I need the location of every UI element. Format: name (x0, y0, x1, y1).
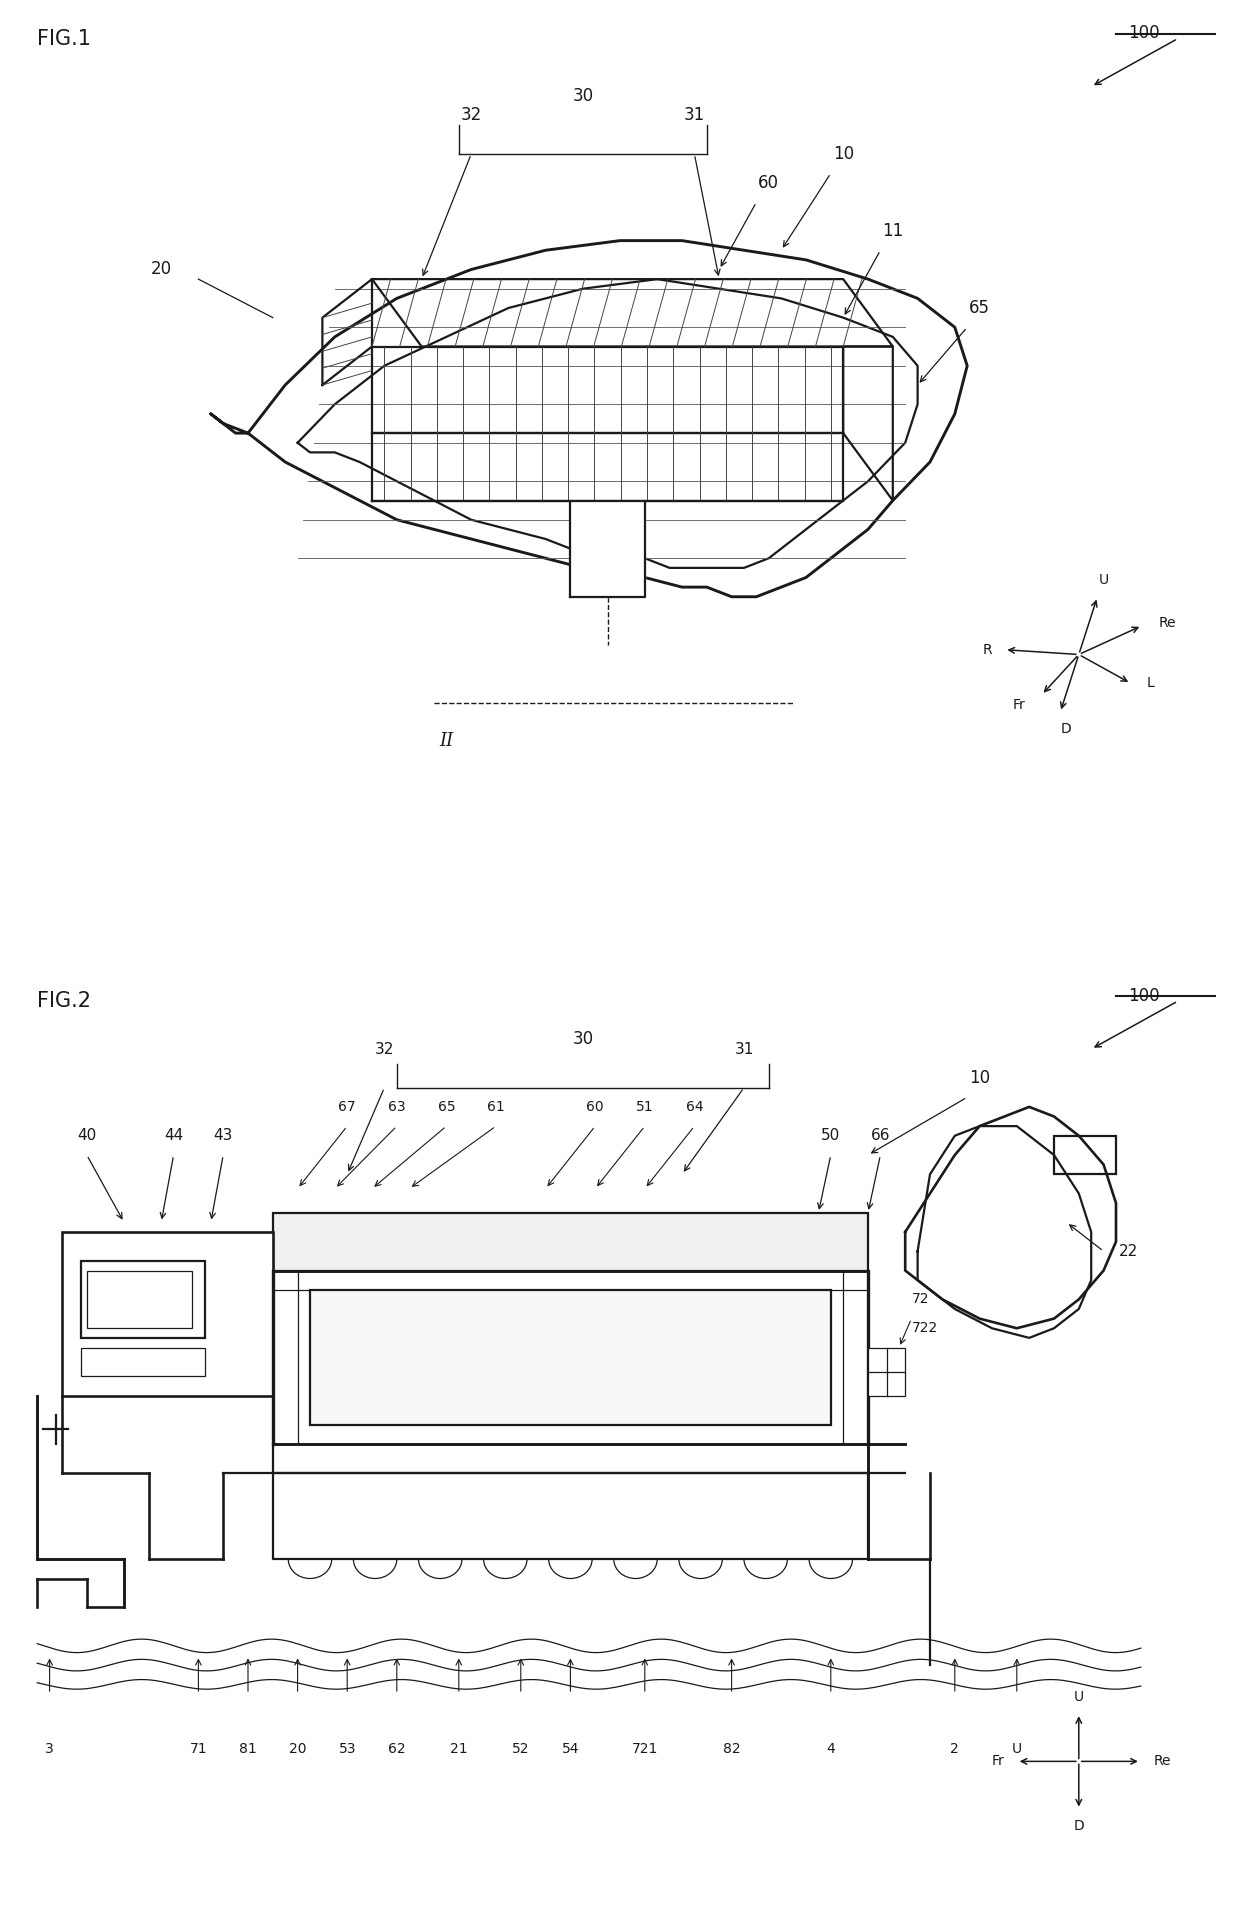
Text: Fr: Fr (1013, 699, 1025, 712)
Text: U: U (1074, 1690, 1084, 1704)
Text: 67: 67 (339, 1099, 356, 1115)
Text: Fr: Fr (992, 1754, 1004, 1769)
Text: 50: 50 (821, 1128, 841, 1143)
Bar (81, 1261, 205, 1338)
Text: 721: 721 (631, 1742, 658, 1756)
Text: 20: 20 (289, 1742, 306, 1756)
Text: 43: 43 (213, 1128, 233, 1143)
Bar (87, 1270, 192, 1328)
Text: Re: Re (1158, 616, 1176, 629)
Text: 64: 64 (686, 1099, 703, 1115)
Text: 722: 722 (911, 1321, 937, 1336)
Bar (81, 1348, 205, 1376)
Text: 22: 22 (1118, 1244, 1138, 1259)
Bar (273, 1213, 868, 1270)
Text: 32: 32 (374, 1041, 394, 1057)
Text: U: U (1012, 1742, 1022, 1756)
Text: 82: 82 (723, 1742, 740, 1756)
Text: R: R (982, 643, 992, 656)
Text: 71: 71 (190, 1742, 207, 1756)
Text: 20: 20 (150, 260, 172, 279)
Text: 66: 66 (870, 1128, 890, 1143)
Text: 11: 11 (882, 221, 904, 241)
Text: FIG.1: FIG.1 (37, 29, 92, 48)
Text: 63: 63 (388, 1099, 405, 1115)
Bar (62, 1232, 273, 1396)
Text: Re: Re (1153, 1754, 1171, 1769)
Text: 31: 31 (683, 106, 706, 125)
Text: 65: 65 (970, 298, 990, 318)
Text: 81: 81 (239, 1742, 257, 1756)
Text: 60: 60 (587, 1099, 604, 1115)
Bar (868, 1348, 905, 1396)
Text: 32: 32 (460, 106, 482, 125)
Text: 30: 30 (572, 1030, 594, 1049)
Text: II: II (439, 732, 454, 749)
Text: 10: 10 (832, 144, 854, 164)
Polygon shape (570, 500, 645, 597)
Text: 61: 61 (487, 1099, 505, 1115)
Text: 30: 30 (572, 87, 594, 106)
Text: FIG.2: FIG.2 (37, 991, 92, 1011)
Text: 100: 100 (1128, 986, 1161, 1005)
Text: 72: 72 (911, 1292, 929, 1307)
Text: 51: 51 (636, 1099, 653, 1115)
Text: U: U (1099, 574, 1109, 587)
Bar (310, 1290, 831, 1424)
Text: 10: 10 (968, 1068, 991, 1088)
Text: L: L (1147, 676, 1154, 691)
Text: 44: 44 (164, 1128, 184, 1143)
Text: 54: 54 (562, 1742, 579, 1756)
Text: 4: 4 (826, 1742, 836, 1756)
Text: 40: 40 (77, 1128, 97, 1143)
Text: 2: 2 (950, 1742, 960, 1756)
Text: 3: 3 (45, 1742, 55, 1756)
Text: 62: 62 (388, 1742, 405, 1756)
Text: 100: 100 (1128, 23, 1161, 42)
Text: D: D (1061, 722, 1071, 735)
Text: 53: 53 (339, 1742, 356, 1756)
Text: 31: 31 (734, 1041, 754, 1057)
Text: 65: 65 (438, 1099, 455, 1115)
Text: 52: 52 (512, 1742, 529, 1756)
Text: 21: 21 (450, 1742, 467, 1756)
Bar (1054, 1136, 1116, 1174)
Text: 60: 60 (759, 173, 779, 193)
Text: D: D (1074, 1819, 1084, 1833)
